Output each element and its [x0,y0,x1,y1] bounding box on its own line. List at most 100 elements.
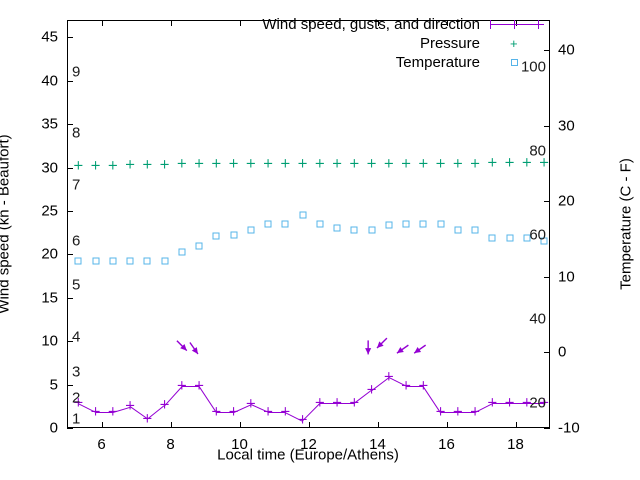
beaufort-tick-label: 9 [72,63,81,81]
wind-speed-data-point: + [383,369,395,385]
wind-speed-data-point: + [107,404,119,420]
wind-speed-line-segment [440,411,458,414]
wind-direction-arrow [189,342,199,355]
legend-item[interactable]: Temperature [396,54,548,71]
legend-item-label: Pressure [419,35,480,52]
pressure-data-point: + [297,156,309,172]
legend-item-marker [486,54,548,71]
wind-speed-data-point: + [538,395,550,411]
wind-speed-line-segment [216,411,234,414]
temperature-data-point [385,221,393,229]
y-axis-left-title: Wind speed (kn - Beaufort) [0,134,13,314]
fahrenheit-tick-label: 20 [529,394,546,412]
pressure-data-point: + [314,156,326,172]
pressure-data-point: + [452,156,464,172]
beaufort-tick-label: 2 [72,389,81,407]
x-axis-tick-label: 10 [231,436,248,453]
temperature-data-point [540,237,548,245]
wind-speed-data-point: + [72,395,84,411]
legend-item[interactable]: Wind speed, gusts, and direction [262,16,548,33]
x-axis-tickmark [377,422,379,428]
y2-axis-tick-label: -10 [558,419,580,437]
wind-speed-data-point: + [417,378,429,394]
temperature-data-point [437,220,445,228]
y2-axis-tickmark [544,50,550,52]
temperature-data-point [350,226,358,234]
y-axis-tickmark [67,124,73,126]
y2-axis-tick-label: 40 [558,41,575,59]
y2-axis-tick-label: 20 [558,192,575,210]
pressure-data-point: + [435,156,447,172]
wind-speed-data-point: + [331,395,343,411]
x-axis-tickmark [515,422,517,428]
legend-item-label: Wind speed, gusts, and direction [262,16,480,33]
x-axis-tick-label: 6 [97,436,106,453]
pressure-data-point: + [486,155,498,171]
wind-speed-data-point: + [141,411,153,427]
wind-speed-data-point: + [279,404,291,420]
legend-item[interactable]: Pressure + [420,35,548,52]
temperature-data-point [402,220,410,228]
y-axis-tickmark [67,297,73,299]
pressure-data-point: + [107,158,119,174]
y2-axis-tickmark [544,201,550,203]
pressure-data-point: + [141,157,153,173]
wind-speed-line-segment [268,411,286,414]
wind-speed-data-point: + [193,378,205,394]
wind-speed-data-point: + [245,396,257,412]
temperature-data-point [109,257,117,265]
x-axis-tick-label: 8 [166,436,175,453]
y-axis-tick-label: 20 [41,245,58,263]
pressure-data-point: + [90,158,102,174]
temperature-data-point [247,226,255,234]
temperature-data-point [299,211,307,219]
legend-item-marker [486,16,548,33]
wind-speed-line-segment [526,402,545,405]
wind-speed-data-point: + [400,378,412,394]
pressure-data-point: + [262,156,274,172]
temperature-data-point [230,231,238,239]
y-axis-tickmark [67,254,73,256]
temperature-data-point [195,242,203,250]
pressure-data-point: + [348,156,360,172]
wind-speed-data-point: + [348,395,360,411]
wind-speed-data-point: + [435,404,447,420]
temperature-data-point [264,220,272,228]
x-axis-tickmark-top [515,20,517,26]
temperature-data-point [454,226,462,234]
beaufort-tick-label: 6 [72,232,81,250]
wind-speed-data-point: + [314,395,326,411]
pressure-data-point: + [279,156,291,172]
y2-axis-tick-label: 0 [558,343,567,361]
wind-speed-line-segment [492,402,510,405]
wind-speed-line-segment [457,411,476,414]
wind-speed-data-point: + [469,404,481,420]
fahrenheit-tick-label: 100 [520,58,546,76]
y-axis-tickmark [67,80,73,82]
y-axis-tickmark [67,167,73,169]
x-axis-tickmark-top [239,20,241,26]
y2-axis-tickmark [544,352,550,354]
x-axis-tickmark [101,422,103,428]
x-axis-tickmark-top [377,20,379,26]
y2-axis-tickmark [544,125,550,127]
temperature-data-point [126,257,134,265]
chart-legend: Wind speed, gusts, and direction Pressure… [262,16,548,71]
fahrenheit-tick-label: 60 [529,226,546,244]
wind-speed-data-point: + [210,404,222,420]
fahrenheit-tick-label: 40 [529,310,546,328]
pressure-data-point: + [383,156,395,172]
temperature-data-point [212,232,220,240]
temperature-data-point [333,224,341,232]
y2-axis-tickmark [544,276,550,278]
pressure-data-point: + [245,156,257,172]
y-axis-tickmark [67,341,73,343]
fahrenheit-tick-label: 80 [529,142,546,160]
x-axis-tickmark [239,422,241,428]
wind-direction-arrow [376,337,388,349]
wind-speed-line-segment [95,411,113,414]
y2-axis-tick-label: 10 [558,268,575,286]
beaufort-tick-label: 4 [72,328,81,346]
y2-axis-tickmark [544,428,550,429]
